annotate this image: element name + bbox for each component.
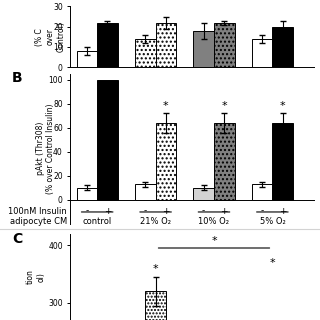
Text: 5% O₂: 5% O₂ [260, 217, 285, 226]
Text: +: + [104, 206, 111, 216]
Text: *: * [280, 101, 285, 111]
Bar [97, 80, 118, 200]
Bar [193, 31, 214, 67]
Text: -: - [85, 206, 89, 216]
Text: *: * [163, 101, 169, 111]
Bar [272, 123, 293, 200]
Bar [76, 51, 97, 67]
Text: *: * [221, 101, 227, 111]
Text: +: + [162, 206, 170, 216]
Y-axis label: pAkt (Thr308)
(% over Control Insulin): pAkt (Thr308) (% over Control Insulin) [36, 104, 55, 194]
Text: *: * [269, 258, 275, 268]
Bar [252, 184, 272, 200]
Bar [156, 23, 176, 67]
Bar [252, 39, 272, 67]
Text: +: + [279, 206, 286, 216]
Bar [135, 39, 156, 67]
Bar [145, 291, 166, 320]
Text: C: C [12, 232, 22, 246]
Bar [76, 188, 97, 200]
Bar [214, 23, 235, 67]
Text: *: * [211, 236, 217, 246]
Text: -: - [202, 206, 205, 216]
Text: -: - [260, 206, 264, 216]
Bar [97, 23, 118, 67]
Y-axis label: (% C
over
Control): (% C over Control) [35, 21, 65, 52]
Text: 21% O₂: 21% O₂ [140, 217, 171, 226]
Y-axis label: tion
ol): tion ol) [26, 269, 45, 284]
Text: control: control [83, 217, 112, 226]
Bar [214, 123, 235, 200]
Bar [272, 27, 293, 67]
Bar [156, 123, 176, 200]
Text: +: + [220, 206, 228, 216]
Text: 10% O₂: 10% O₂ [198, 217, 229, 226]
Text: *: * [153, 264, 158, 274]
Text: adipocyte CM: adipocyte CM [10, 217, 67, 226]
Text: 100nM Insulin: 100nM Insulin [8, 206, 67, 216]
Text: B: B [12, 71, 23, 84]
Bar [135, 184, 156, 200]
Bar [193, 188, 214, 200]
Text: -: - [144, 206, 147, 216]
